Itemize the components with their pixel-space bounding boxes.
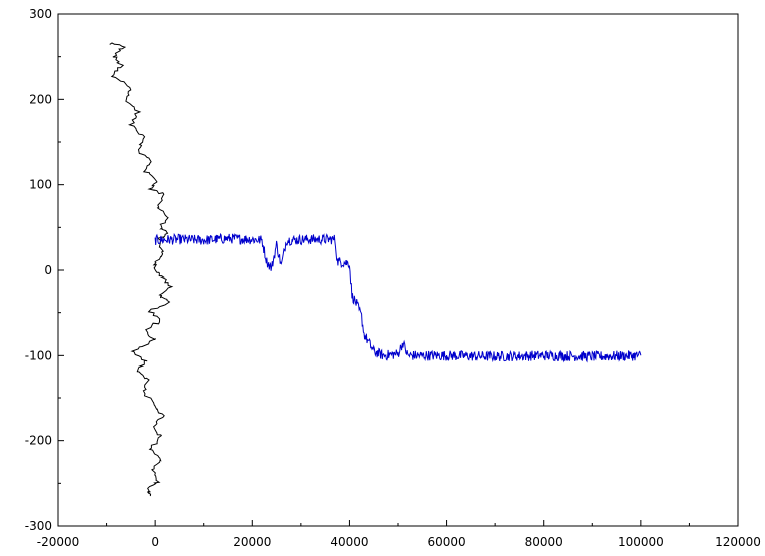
x-tick-label: 0 bbox=[151, 535, 159, 549]
y-tick-label: -300 bbox=[25, 519, 52, 533]
plot-area bbox=[57, 13, 739, 527]
y-tick-label: -100 bbox=[25, 348, 52, 362]
x-tick-label: -20000 bbox=[37, 535, 80, 549]
y-tick-label: 300 bbox=[29, 7, 52, 21]
x-tick-label: 80000 bbox=[525, 535, 563, 549]
x-tick-label: 60000 bbox=[427, 535, 465, 549]
x-tick-label: 20000 bbox=[233, 535, 271, 549]
x-tick-label: 40000 bbox=[330, 535, 368, 549]
plot-frame bbox=[57, 13, 739, 527]
y-tick-label: 100 bbox=[29, 178, 52, 192]
series-line-0 bbox=[109, 42, 174, 497]
y-tick-label: 0 bbox=[44, 263, 52, 277]
y-tick-label: -200 bbox=[25, 434, 52, 448]
x-tick-label: 120000 bbox=[715, 535, 761, 549]
data-series bbox=[109, 42, 642, 497]
y-tick-label: 200 bbox=[29, 92, 52, 106]
series-line-1 bbox=[154, 232, 642, 363]
axis-ticks bbox=[57, 13, 739, 527]
x-tick-label: 100000 bbox=[618, 535, 664, 549]
tick-labels: -20000 0 20000 40000 60000 80000 100000 120000 -… bbox=[25, 7, 761, 549]
